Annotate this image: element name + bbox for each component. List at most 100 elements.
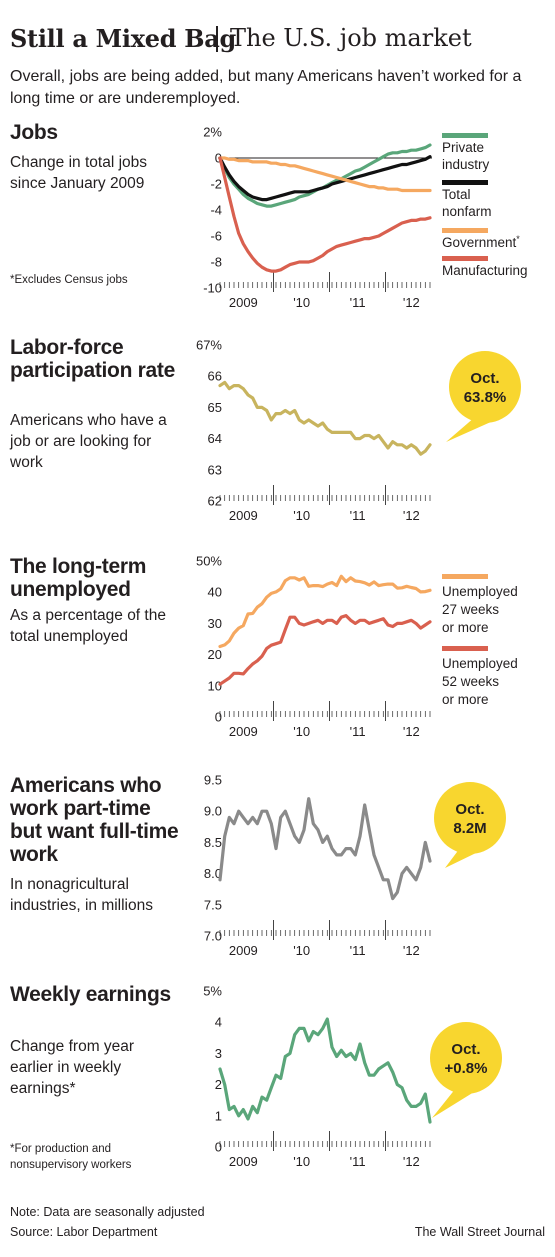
legend-label: Private xyxy=(442,140,484,155)
labor-description: Americans who have a job or are looking … xyxy=(10,412,167,471)
labor-ytick-label: 65 xyxy=(208,400,222,415)
legend-label: Manufacturing xyxy=(442,263,528,278)
earnings-ytick-label: 0 xyxy=(215,1140,222,1155)
longterm-ytick-label: 50% xyxy=(196,554,222,569)
earnings-xtick-label: '12 xyxy=(403,1154,420,1169)
labor-xtick-label: 2009 xyxy=(229,508,258,523)
callout-text: 63.8% xyxy=(464,389,507,406)
title-main: Still a Mixed Bag xyxy=(10,24,236,53)
longterm-xtick-label: 2009 xyxy=(229,724,258,739)
jobs-xtick-label: '11 xyxy=(350,295,366,310)
longterm-series-line xyxy=(218,613,432,686)
legend-label: Total xyxy=(442,187,471,202)
longterm-ytick-label: 0 xyxy=(215,710,222,725)
labor-series-line xyxy=(218,380,432,456)
longterm-series-line xyxy=(218,574,432,649)
jobs-series-line xyxy=(218,156,432,193)
longterm-xtick-label: '12 xyxy=(403,724,420,739)
callout-text: +0.8% xyxy=(445,1060,488,1077)
jobs-series-line xyxy=(218,156,432,273)
callout-circle xyxy=(449,351,521,423)
longterm-xtick-label: '11 xyxy=(350,724,366,739)
longterm-ytick-label: 40 xyxy=(208,585,222,600)
callout-tail xyxy=(432,1088,474,1118)
footer-note: Note: Data are seasonally adjusted xyxy=(10,1205,205,1219)
labor-xtick-label: '11 xyxy=(350,508,366,523)
longterm-ytick-label: 30 xyxy=(208,616,222,631)
earnings-xtick-label: 2009 xyxy=(229,1154,258,1169)
intro-text: Overall, jobs are being added, but many … xyxy=(10,68,522,107)
jobs-xtick-label: 2009 xyxy=(229,295,258,310)
jobs-ytick-label: -8 xyxy=(210,255,222,270)
labor-ytick-label: 64 xyxy=(208,431,222,446)
earnings-heading: Weekly earnings xyxy=(10,983,171,1006)
earnings-xtick-label: '11 xyxy=(350,1154,366,1169)
longterm-heading: The long-term unemployed xyxy=(10,555,147,601)
jobs-ytick-label: -2 xyxy=(210,177,222,192)
parttime-xtick-label: '12 xyxy=(403,943,420,958)
legend-swatch xyxy=(442,133,488,138)
legend-label: 52 weeks xyxy=(442,674,499,689)
jobs-legend: Private industry Total nonfarm Government* Ma… xyxy=(442,133,528,278)
legend-label: Unemployed xyxy=(442,584,518,599)
earnings-callout: Oct. +0.8% xyxy=(430,1022,502,1118)
labor-ytick-label: 63 xyxy=(208,462,222,477)
parttime-ytick-label: 7.5 xyxy=(204,897,222,912)
parttime-ytick-label: 9.5 xyxy=(204,773,222,788)
parttime-chart: 9.5 9.0 8.5 8.0 7.5 7.0 2009 '10 '11 '12 xyxy=(204,773,432,958)
legend-swatch xyxy=(442,228,488,233)
labor-heading: Labor-force participation rate xyxy=(10,336,175,382)
parttime-heading: Americans who work part-time but want fu… xyxy=(10,774,179,866)
earnings-chart: 5% 4 3 2 1 0 2009 '10 '11 '12 xyxy=(203,984,432,1169)
legend-label: Unemployed xyxy=(442,656,518,671)
legend-swatch xyxy=(442,574,488,579)
jobs-ytick-label: -6 xyxy=(210,229,222,244)
callout-circle xyxy=(434,782,506,854)
parttime-xtick-label: 2009 xyxy=(229,943,258,958)
jobs-xtick-label: '12 xyxy=(403,295,420,310)
jobs-ytick-label: -4 xyxy=(210,203,222,218)
legend-label: nonfarm xyxy=(442,204,492,219)
callout-text: Oct. xyxy=(451,1041,480,1058)
labor-ytick-label: 62 xyxy=(208,494,222,509)
labor-xtick-label: '12 xyxy=(403,508,420,523)
legend-label: or more xyxy=(442,620,489,635)
earnings-xtick-label: '10 xyxy=(293,1154,310,1169)
parttime-xtick-label: '10 xyxy=(293,943,310,958)
earnings-ytick-label: 3 xyxy=(215,1046,222,1061)
earnings-ytick-label: 1 xyxy=(215,1108,222,1123)
parttime-ytick-label: 8.0 xyxy=(204,866,222,881)
legend-label: Government* xyxy=(442,234,520,250)
jobs-ytick-label: -10 xyxy=(203,281,222,296)
earnings-ytick-label: 2 xyxy=(215,1077,222,1092)
parttime-xtick-label: '11 xyxy=(350,943,366,958)
legend-swatch xyxy=(442,646,488,651)
parttime-ytick-label: 7.0 xyxy=(204,929,222,944)
labor-chart: 67% 66 65 64 63 62 2009 '10 '11 '12 xyxy=(196,338,432,523)
footer-brand: The Wall Street Journal xyxy=(414,1225,545,1239)
page-title: Still a Mixed Bag The U.S. job market xyxy=(10,24,550,54)
parttime-series-line xyxy=(218,797,432,901)
callout-text: Oct. xyxy=(470,370,499,387)
earnings-ytick-label: 5% xyxy=(203,984,222,999)
legend-label: industry xyxy=(442,157,490,172)
legend-label: or more xyxy=(442,692,489,707)
longterm-chart: 50% 40 30 20 10 0 2009 '10 '11 '12 xyxy=(196,554,432,739)
legend-swatch xyxy=(442,180,488,185)
callout-text: 8.2M xyxy=(453,820,486,837)
earnings-description: Change from year earlier in weekly earni… xyxy=(10,1038,135,1097)
earnings-footnote: *For production and nonsupervisory worke… xyxy=(10,1143,132,1171)
jobs-footnote: *Excludes Census jobs xyxy=(10,274,128,286)
jobs-heading: Jobs xyxy=(10,121,58,144)
callout-circle xyxy=(430,1022,502,1094)
legend-label: 27 weeks xyxy=(442,602,499,617)
title-sub: The U.S. job market xyxy=(230,24,472,52)
longterm-ytick-label: 20 xyxy=(208,647,222,662)
labor-ytick-label: 66 xyxy=(208,369,222,384)
jobs-description: Change in total jobs since January 2009 xyxy=(10,154,148,192)
callout-text: Oct. xyxy=(455,801,484,818)
parttime-description: In nonagricultural industries, in millio… xyxy=(10,876,153,914)
earnings-series-line xyxy=(218,1017,432,1124)
